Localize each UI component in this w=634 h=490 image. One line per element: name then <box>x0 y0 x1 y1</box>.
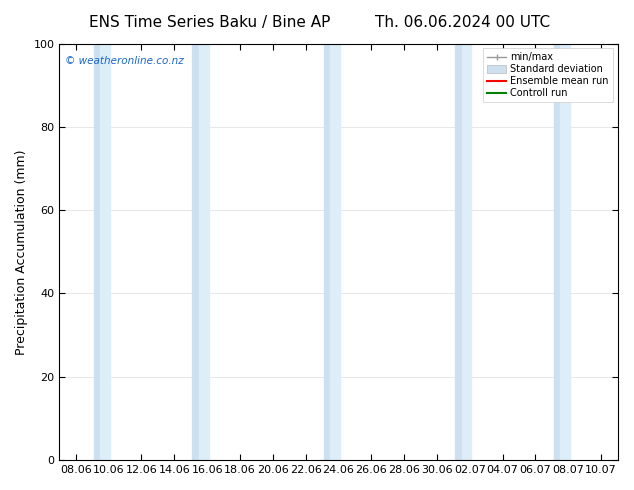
Bar <box>100 44 110 460</box>
Bar <box>462 44 472 460</box>
Text: © weatheronline.co.nz: © weatheronline.co.nz <box>65 56 184 66</box>
Y-axis label: Precipitation Accumulation (mm): Precipitation Accumulation (mm) <box>15 149 28 355</box>
Bar <box>324 44 330 460</box>
Text: Th. 06.06.2024 00 UTC: Th. 06.06.2024 00 UTC <box>375 15 550 30</box>
Bar <box>553 44 560 460</box>
Bar <box>330 44 340 460</box>
Legend: min/max, Standard deviation, Ensemble mean run, Controll run: min/max, Standard deviation, Ensemble me… <box>483 49 612 102</box>
Bar <box>192 44 199 460</box>
Bar <box>94 44 100 460</box>
Bar <box>455 44 462 460</box>
Text: ENS Time Series Baku / Bine AP: ENS Time Series Baku / Bine AP <box>89 15 330 30</box>
Bar <box>199 44 209 460</box>
Bar <box>560 44 570 460</box>
